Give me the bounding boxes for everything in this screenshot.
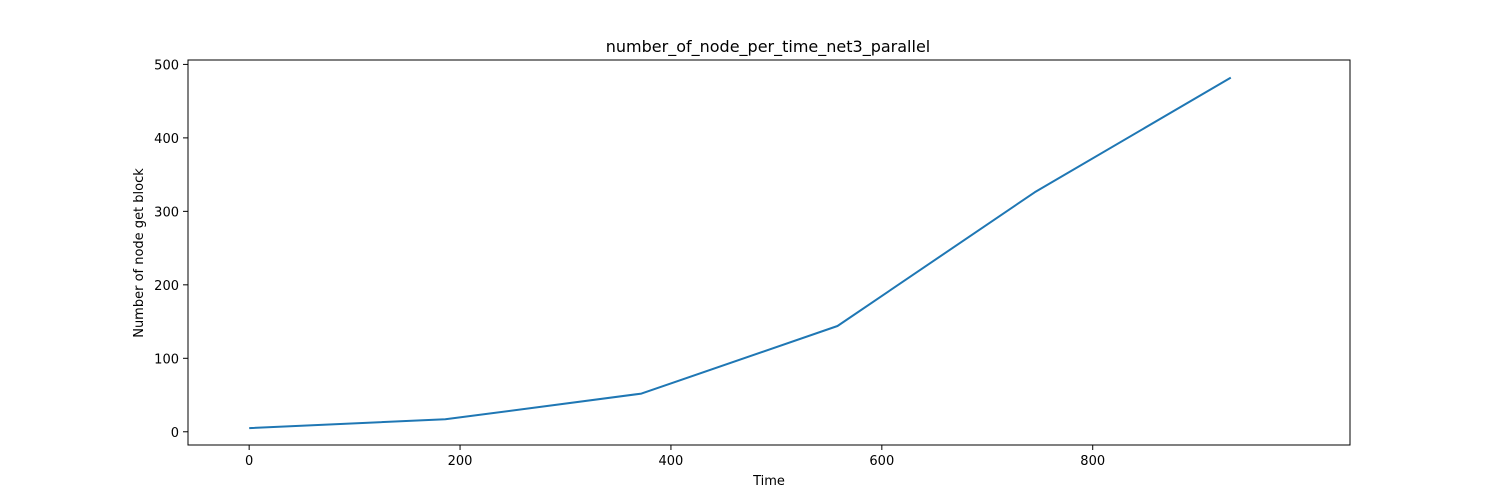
plot-frame (187, 59, 1351, 446)
x-tick-label: 200 (448, 454, 473, 469)
x-tick-label: 400 (659, 454, 684, 469)
x-tick-label: 800 (1080, 454, 1105, 469)
y-tick-label: 100 (154, 352, 179, 367)
plot-area (249, 76, 1232, 430)
x-tick-label: 0 (245, 454, 253, 469)
y-axis: 0 100 200 300 400 500 (154, 58, 188, 441)
chart-title: number_of_node_per_time_net3_parallel (606, 37, 930, 57)
x-tick-label: 600 (869, 454, 894, 469)
y-tick-label: 0 (171, 426, 179, 441)
x-axis: 0 200 400 600 800 (245, 445, 1105, 469)
x-axis-label: Time (752, 474, 785, 489)
series-line-0 (249, 76, 1232, 430)
y-tick-label: 400 (154, 132, 179, 147)
y-tick-label: 500 (154, 58, 179, 73)
y-tick-label: 300 (154, 205, 179, 220)
y-axis-label: Number of node get block (132, 168, 147, 338)
y-tick-label: 200 (154, 279, 179, 294)
